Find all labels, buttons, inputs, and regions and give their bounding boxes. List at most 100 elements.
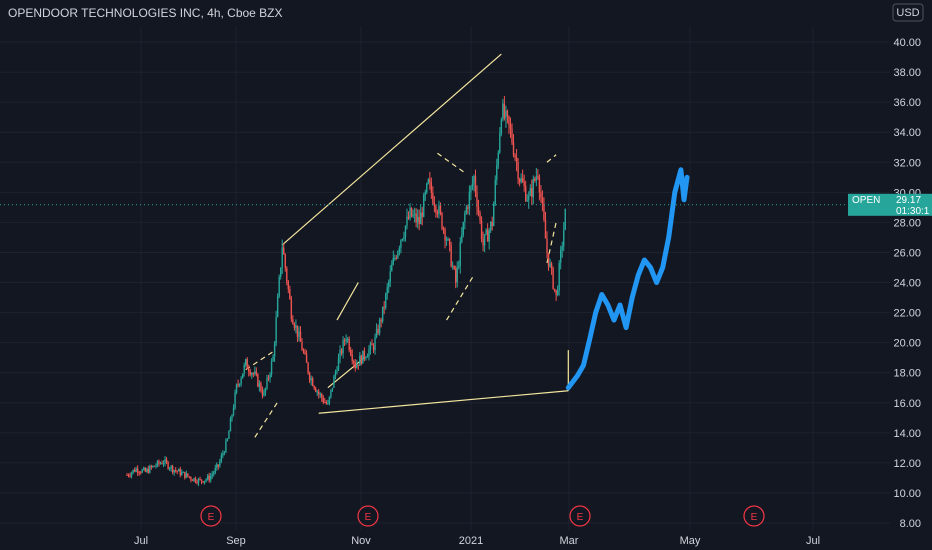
candle-body [246, 359, 248, 369]
candle-body [182, 471, 185, 473]
candle-body [535, 176, 538, 181]
candle-body [491, 221, 493, 226]
trendline [336, 282, 359, 321]
candle-body [416, 216, 419, 223]
last-price-badge[interactable]: OPEN 29.17 01:30:1 [848, 193, 932, 217]
candle-body [174, 470, 177, 472]
candle-body [276, 296, 279, 317]
candle-body [345, 339, 347, 342]
candle-body [360, 355, 363, 364]
candle-body [488, 230, 490, 242]
candle-body [441, 212, 443, 229]
candle-body [543, 203, 545, 220]
candle-body [171, 465, 174, 473]
candle-body [456, 267, 458, 283]
candle-body [147, 469, 150, 473]
candle-body [398, 247, 401, 252]
candle-body [318, 391, 320, 395]
candle-body [188, 476, 191, 478]
candle-body [141, 469, 143, 473]
candle-body [235, 384, 238, 393]
candle-body [511, 128, 513, 143]
candle-body [149, 466, 151, 473]
y-tick-label: 38.00 [893, 67, 921, 79]
candle-body [541, 197, 544, 204]
candle-body [532, 178, 535, 198]
candle-body [155, 465, 157, 467]
candle-body [176, 470, 178, 472]
candle-body [564, 208, 566, 230]
x-axis[interactable]: Jul Sep Nov 2021 Mar May Jul [134, 535, 820, 547]
currency-badge-frame [892, 3, 924, 22]
gridlines [0, 26, 890, 530]
candle-body [512, 142, 515, 156]
candle-body [407, 216, 410, 219]
x-tick-label: 2021 [459, 535, 483, 547]
candle-body [534, 178, 536, 181]
candle-body [435, 206, 437, 213]
candle-body [252, 373, 255, 375]
candle-body [538, 176, 541, 193]
y-tick-label: 12.00 [893, 458, 921, 470]
last-price-countdown: 01:30:1 [896, 206, 930, 217]
candle-body [474, 176, 477, 193]
y-axis[interactable]: 40.0038.0036.0034.0032.0030.0028.0026.00… [893, 37, 921, 530]
candle-body [549, 263, 551, 267]
candle-body [304, 352, 306, 355]
candle-body [190, 477, 192, 480]
candle-body [333, 376, 335, 388]
candle-body [286, 268, 288, 282]
candle-body [496, 165, 498, 180]
candle-body [322, 398, 325, 403]
candle-body [432, 192, 434, 204]
candle-body [237, 384, 239, 386]
candle-body [421, 212, 423, 217]
pattern-lines [245, 53, 569, 438]
candle-body [135, 468, 137, 472]
candle-body [465, 207, 468, 214]
candle-body [272, 356, 274, 362]
currency-badge[interactable]: USD [892, 3, 924, 22]
candle-body [502, 103, 504, 120]
candle-body [244, 359, 247, 366]
earnings-marker-label: E [577, 512, 584, 523]
candle-body [178, 469, 180, 472]
candle-body [152, 465, 154, 468]
candle-body [372, 345, 375, 351]
candle-body [514, 155, 516, 158]
y-tick-label: 34.00 [893, 127, 921, 139]
candle-body [143, 468, 145, 470]
candle-body [430, 182, 433, 193]
candle-body [248, 368, 250, 372]
candle-body [384, 293, 387, 308]
candle-body [540, 192, 542, 198]
candle-body [558, 262, 560, 291]
candle-body [290, 299, 293, 320]
candle-body [258, 383, 261, 387]
candle-body [371, 343, 373, 346]
candle-body [395, 257, 398, 259]
candle-body [368, 349, 370, 357]
candle-body [375, 328, 378, 337]
candle-body [217, 464, 220, 467]
candle-body [518, 179, 521, 182]
candle-body [406, 216, 408, 226]
chart-header: OPENDOOR TECHNOLOGIES INC, 4h, Cboe BZX [8, 6, 283, 20]
candle-body [356, 364, 358, 369]
candle-body [429, 179, 431, 183]
candle-body [225, 440, 227, 453]
candle-body [307, 362, 309, 373]
y-tick-label: 36.00 [893, 97, 921, 109]
candle-body [165, 459, 168, 463]
candle-body [378, 319, 381, 334]
candle-body [500, 119, 503, 134]
candle-body [287, 281, 290, 290]
y-tick-label: 10.00 [893, 488, 921, 500]
candle-body [150, 466, 153, 468]
candle-body [561, 246, 563, 250]
candle-body [523, 182, 525, 187]
candle-body [555, 289, 557, 295]
